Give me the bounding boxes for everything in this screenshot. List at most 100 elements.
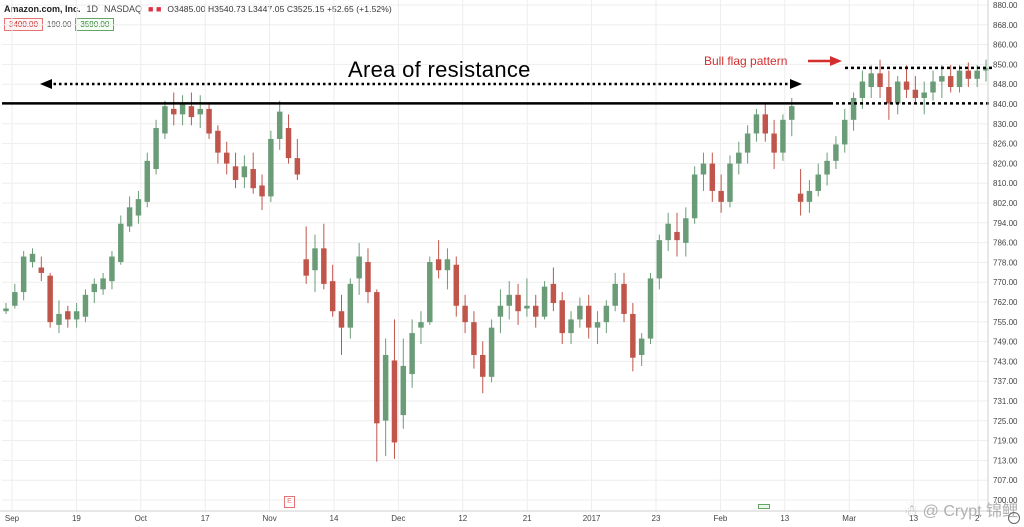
- candle: [285, 114, 292, 164]
- candle-body: [268, 138, 274, 197]
- symbol-name[interactable]: Amazon.com, Inc.: [4, 4, 81, 14]
- candle-body: [197, 108, 203, 115]
- candle: [276, 100, 283, 150]
- candle: [188, 92, 195, 126]
- candle-body: [91, 283, 98, 293]
- candle-body: [179, 103, 186, 115]
- candle-body: [312, 248, 318, 271]
- candle-body: [718, 190, 724, 202]
- candle: [197, 95, 203, 129]
- time-tick-label: 2′: [975, 514, 981, 523]
- candle-body: [100, 278, 106, 290]
- candle-body: [638, 338, 645, 355]
- candle-body: [789, 106, 795, 120]
- candle: [444, 248, 451, 290]
- candle: [109, 251, 115, 290]
- candle: [603, 300, 610, 334]
- candle-body: [294, 158, 301, 175]
- price-tick-label: 820.00: [993, 159, 1018, 168]
- candle: [223, 141, 230, 175]
- candle-body: [842, 119, 848, 145]
- candle-body: [683, 218, 689, 243]
- candle-body: [736, 152, 742, 164]
- candle: [418, 311, 424, 345]
- candle: [100, 272, 106, 295]
- earnings-badge[interactable]: E: [284, 496, 295, 508]
- candle-body: [965, 70, 972, 79]
- candle-body: [506, 294, 512, 306]
- candle-body: [56, 313, 62, 325]
- candle-body: [850, 97, 857, 120]
- candle-body: [285, 128, 292, 159]
- candle: [691, 166, 698, 224]
- time-tick-label: Oct: [135, 514, 148, 523]
- candle: [206, 103, 212, 139]
- candle: [427, 256, 433, 325]
- candle: [3, 303, 9, 314]
- candle: [947, 65, 954, 93]
- resistance-label: Area of resistance: [348, 57, 531, 82]
- candle: [268, 130, 274, 202]
- candle: [700, 152, 707, 191]
- timeframe[interactable]: 1D: [86, 4, 99, 14]
- candle-body: [532, 305, 539, 317]
- dividend-badge[interactable]: [758, 504, 770, 509]
- candle: [921, 81, 927, 115]
- candle-body: [303, 259, 309, 276]
- candle-body: [877, 73, 883, 88]
- time-tick-label: 13: [909, 514, 918, 523]
- candle-body: [47, 275, 53, 323]
- candle-body: [780, 119, 786, 153]
- candle-body: [488, 327, 495, 377]
- settings-gear-icon[interactable]: [1008, 512, 1020, 524]
- candle-body: [691, 174, 698, 219]
- candle: [232, 152, 239, 189]
- time-axis: Sep 19 Oct 17 Nov 14 Dec 12 21 2017 23 Feb 13 Mar 13 2′: [0, 510, 988, 523]
- candle: [780, 114, 786, 161]
- candle-body: [585, 305, 592, 328]
- time-tick-label: 17: [201, 514, 210, 523]
- price-tick-label: 840.00: [993, 100, 1018, 109]
- candle-body: [577, 305, 583, 320]
- price-tick-label: 749.00: [993, 338, 1018, 347]
- candle-body: [118, 223, 124, 263]
- candle-body: [427, 262, 433, 323]
- candles-layer: [3, 59, 989, 462]
- candle: [965, 62, 972, 88]
- candle: [453, 256, 460, 317]
- candle-body: [29, 253, 36, 263]
- candle: [736, 141, 742, 175]
- candle-body: [947, 76, 954, 88]
- candle-body: [365, 262, 371, 293]
- price-tick-label: 830.00: [993, 120, 1018, 129]
- price-tick-label: 810.00: [993, 179, 1018, 188]
- candle: [347, 278, 354, 339]
- candle-body: [824, 160, 830, 175]
- price-tick-label: 762.00: [993, 298, 1018, 307]
- candle: [638, 333, 645, 366]
- candle-body: [153, 128, 159, 170]
- candle-body: [73, 311, 80, 320]
- candle-body: [12, 292, 18, 306]
- candle: [435, 240, 442, 279]
- candle-body: [232, 166, 239, 180]
- candle-body: [276, 111, 283, 139]
- candle: [65, 305, 71, 328]
- candle: [329, 264, 336, 317]
- time-tick-label: Mar: [842, 514, 856, 523]
- candle: [47, 272, 53, 328]
- candle-body: [744, 133, 751, 153]
- candle-body: [515, 294, 521, 312]
- candle: [674, 212, 680, 257]
- candle: [215, 125, 221, 164]
- candle-body: [983, 67, 989, 71]
- time-tick-label: 14: [330, 514, 339, 523]
- candle-body: [700, 163, 707, 175]
- exchange: NASDAQ: [104, 4, 143, 14]
- candle: [259, 174, 265, 211]
- candle-body: [603, 305, 610, 323]
- candle-body: [65, 311, 71, 320]
- candle: [647, 272, 654, 345]
- candle-body: [259, 185, 265, 197]
